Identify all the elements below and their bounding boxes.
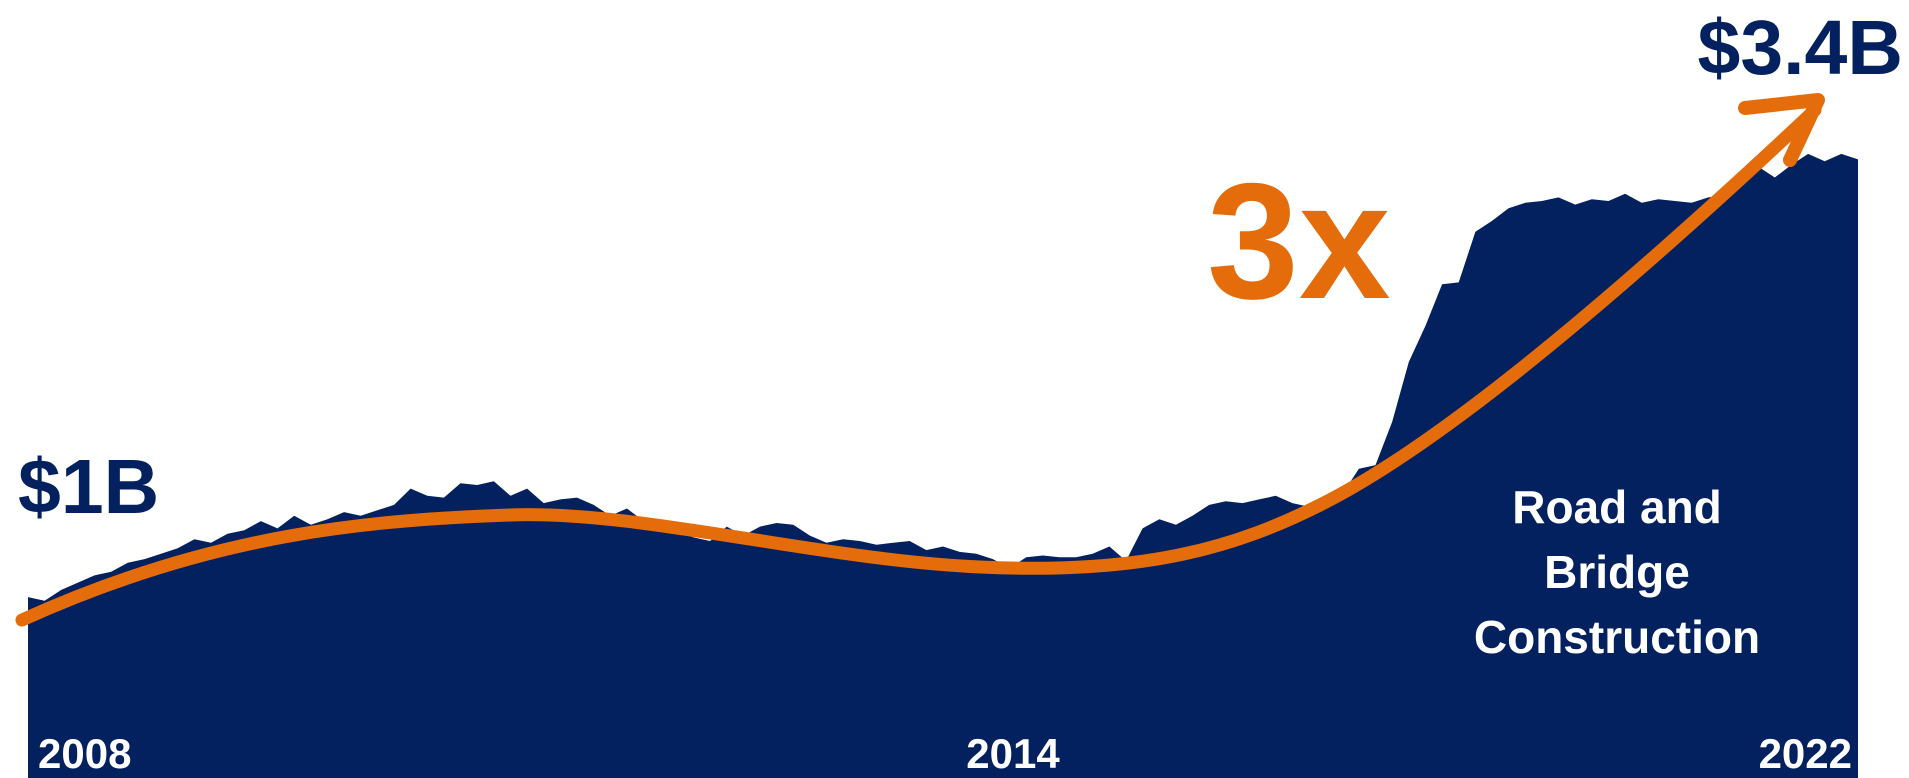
area-label-line-3: Construction	[1474, 611, 1760, 663]
x-tick-label: 2008	[38, 730, 131, 777]
multiplier-label: 3x	[1207, 149, 1391, 333]
area-series	[28, 154, 1858, 778]
area-label-line-1: Road and	[1512, 481, 1722, 533]
end-value-label: $3.4B	[1698, 5, 1903, 91]
area-label-line-2: Bridge	[1544, 546, 1690, 598]
start-value-label: $1B	[18, 444, 159, 530]
x-tick-label: 2014	[966, 730, 1060, 777]
x-tick-label: 2022	[1759, 730, 1852, 777]
trend-arrow-head	[1745, 100, 1818, 160]
